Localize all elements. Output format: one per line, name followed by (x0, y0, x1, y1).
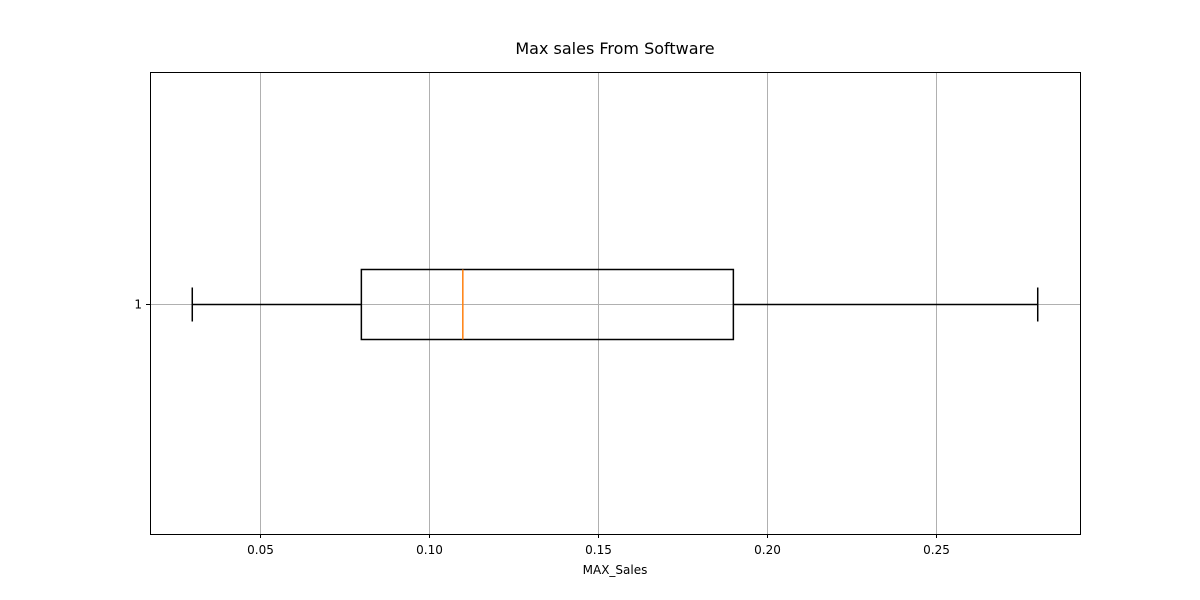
x-axis-ticks: 0.05 0.10 0.15 0.20 0.25 (247, 534, 950, 557)
box-layer (191, 268, 1039, 341)
x-tick-label: 0.10 (416, 543, 443, 557)
y-axis-ticks: 1 (134, 298, 150, 312)
x-axis-label: MAX_Sales (583, 563, 648, 577)
plot-area-frame (150, 72, 1081, 535)
x-tick-label: 0.15 (585, 543, 612, 557)
x-tick-label: 0.05 (247, 543, 274, 557)
chart-title: Max sales From Software (515, 39, 714, 58)
interquartile-box (360, 268, 735, 341)
x-tick-label: 0.25 (923, 543, 950, 557)
y-tick-label: 1 (134, 298, 142, 312)
x-tick-label: 0.20 (754, 543, 781, 557)
